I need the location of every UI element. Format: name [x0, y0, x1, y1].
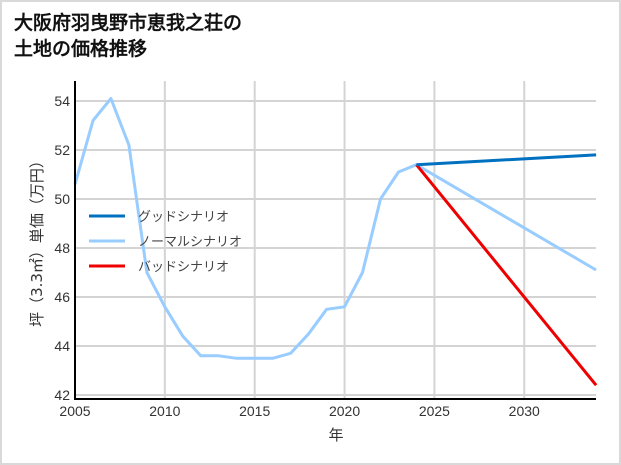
- y-tick-label: 50: [54, 191, 70, 207]
- series-line: [416, 153, 597, 167]
- y-tick-label: 46: [54, 289, 70, 305]
- y-tick-label: 42: [54, 387, 70, 403]
- x-tick-label: 2020: [329, 403, 360, 419]
- title-line-1: 大阪府羽曳野市恵我之荘の: [14, 12, 243, 34]
- series-line: [415, 163, 598, 387]
- x-tick-label: 2015: [239, 403, 270, 419]
- y-tick-label: 52: [54, 142, 70, 158]
- x-axis-label: 年: [328, 426, 343, 444]
- x-tick-label: 2010: [149, 403, 180, 419]
- axes: [74, 81, 596, 400]
- x-tick-label: 2030: [509, 403, 540, 419]
- series-line: [73, 97, 597, 360]
- data-series: [73, 97, 598, 387]
- x-tick-label: 2025: [419, 403, 450, 419]
- grid-lines: [75, 81, 596, 399]
- tick-labels: 42 44 46 48 50 52 54 2005 2010 2015 2020 2025 2030: [54, 93, 540, 419]
- y-tick-label: 54: [54, 93, 70, 109]
- legend-label: ノーマルシナリオ: [138, 235, 242, 250]
- y-axis-label: 坪（3.3㎡）単価（万円）: [28, 153, 46, 327]
- x-tick-label: 2005: [59, 403, 90, 419]
- y-tick-label: 44: [54, 338, 70, 354]
- legend-label: バッドシナリオ: [138, 260, 229, 275]
- legend-label: グッドシナリオ: [138, 210, 229, 225]
- title-line-2: 土地の価格推移: [14, 38, 148, 60]
- y-tick-label: 48: [54, 240, 70, 256]
- chart-title: 大阪府羽曳野市恵我之荘の 土地の価格推移: [14, 10, 242, 62]
